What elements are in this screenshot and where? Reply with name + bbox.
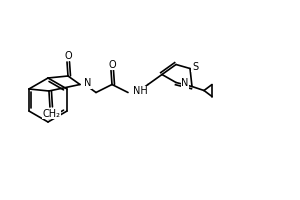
Text: S: S <box>192 62 198 72</box>
Text: NH: NH <box>133 86 148 97</box>
Text: O: O <box>108 60 116 70</box>
Text: N: N <box>181 78 188 88</box>
Text: CH₂: CH₂ <box>43 109 61 119</box>
Text: N: N <box>84 78 92 88</box>
Text: O: O <box>64 51 72 61</box>
